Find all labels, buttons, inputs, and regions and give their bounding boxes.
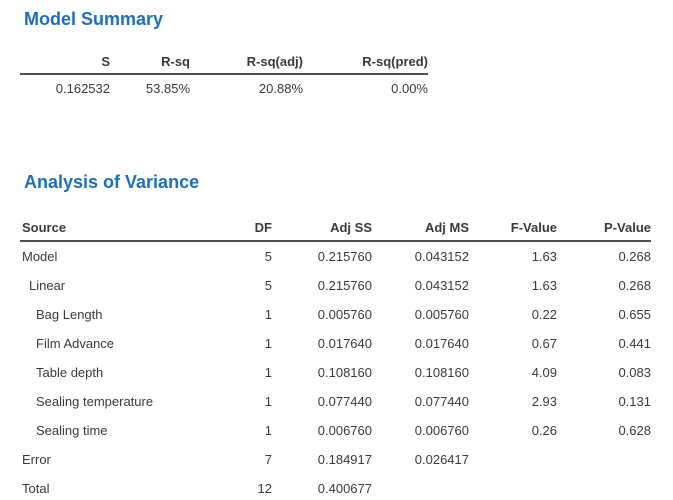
adj-ss-cell: 0.215760 <box>317 249 372 264</box>
adj-ms-cell: 0.043152 <box>414 249 469 264</box>
anova-col-adj-ss: Adj SS <box>272 214 372 242</box>
adj-ss-cell: 0.108160 <box>317 365 372 380</box>
df-cell: 1 <box>264 307 272 322</box>
df-cell: 5 <box>264 278 272 293</box>
model-summary-table: S R-sq R-sq(adj) R-sq(pred) 0.162532 53.… <box>20 50 428 102</box>
anova-col-adj-ms: Adj MS <box>372 214 469 242</box>
ms-value-rsq-pred: 0.00% <box>391 81 428 96</box>
anova-col-p-value: P-Value <box>557 214 651 242</box>
source-cell: Bag Length <box>36 307 103 322</box>
model-summary-title: Model Summary <box>24 9 164 29</box>
model-summary-header-row: S R-sq R-sq(adj) R-sq(pred) <box>20 50 428 75</box>
source-cell: Model <box>22 249 58 264</box>
p-cell: 0.268 <box>618 249 651 264</box>
p-cell <box>557 474 651 500</box>
df-cell: 1 <box>264 336 272 351</box>
anova-table: Source DF Adj SS Adj MS F-Value P-Value … <box>20 214 651 500</box>
anova-row-sealing-temperature: Sealing temperature 1 0.077440 0.077440 … <box>20 387 651 416</box>
adj-ms-cell: 0.108160 <box>414 365 469 380</box>
ms-col-rsq-adj: R-sq(adj) <box>190 50 303 75</box>
adj-ss-cell: 0.215760 <box>317 278 372 293</box>
anova-row-bag-length: Bag Length 1 0.005760 0.005760 0.22 0.65… <box>20 300 651 329</box>
adj-ms-cell: 0.006760 <box>414 423 469 438</box>
anova-row-table-depth: Table depth 1 0.108160 0.108160 4.09 0.0… <box>20 358 651 387</box>
f-cell: 0.67 <box>531 336 557 351</box>
source-cell: Table depth <box>36 365 104 380</box>
anova-col-source: Source <box>20 214 250 242</box>
anova-header-row: Source DF Adj SS Adj MS F-Value P-Value <box>20 214 651 242</box>
f-cell: 1.63 <box>531 249 557 264</box>
ms-col-rsq-pred: R-sq(pred) <box>303 50 428 75</box>
anova-row-error: Error 7 0.184917 0.026417 <box>20 445 651 474</box>
adj-ms-cell: 0.077440 <box>414 394 469 409</box>
ms-value-rsq: 53.85% <box>145 81 190 96</box>
adj-ms-cell: 0.005760 <box>414 307 469 322</box>
source-cell: Linear <box>29 278 66 293</box>
df-cell: 5 <box>264 249 272 264</box>
adj-ms-cell: 0.017640 <box>414 336 469 351</box>
anova-row-total: Total 12 0.400677 <box>20 474 651 500</box>
source-cell: Sealing time <box>36 423 108 438</box>
model-summary-values-row: 0.162532 53.85% 20.88% 0.00% <box>20 74 428 102</box>
source-cell: Error <box>22 452 51 467</box>
f-cell <box>469 445 557 474</box>
ms-col-s: S <box>20 50 110 75</box>
source-cell: Total <box>22 481 50 496</box>
adj-ss-cell: 0.006760 <box>317 423 372 438</box>
adj-ss-cell: 0.400677 <box>317 481 372 496</box>
anova-title: Analysis of Variance <box>24 172 200 192</box>
df-cell: 12 <box>257 481 272 496</box>
adj-ss-cell: 0.017640 <box>317 336 372 351</box>
f-cell <box>469 474 557 500</box>
source-cell: Film Advance <box>36 336 115 351</box>
df-cell: 7 <box>264 452 272 467</box>
anova-col-df: DF <box>250 214 272 242</box>
adj-ss-cell: 0.077440 <box>317 394 372 409</box>
df-cell: 1 <box>264 394 272 409</box>
p-cell <box>557 445 651 474</box>
ms-col-rsq: R-sq <box>110 50 190 75</box>
f-cell: 4.09 <box>531 365 557 380</box>
adj-ss-cell: 0.184917 <box>317 452 372 467</box>
f-cell: 0.26 <box>531 423 557 438</box>
f-cell: 0.22 <box>531 307 557 322</box>
adj-ss-cell: 0.005760 <box>317 307 372 322</box>
f-cell: 2.93 <box>531 394 557 409</box>
p-cell: 0.441 <box>618 336 651 351</box>
anova-row-model: Model 5 0.215760 0.043152 1.63 0.268 <box>20 241 651 271</box>
anova-col-f-value: F-Value <box>469 214 557 242</box>
p-cell: 0.655 <box>618 307 651 322</box>
p-cell: 0.083 <box>618 365 651 380</box>
source-cell: Sealing temperature <box>36 394 154 409</box>
df-cell: 1 <box>264 423 272 438</box>
p-cell: 0.131 <box>618 394 651 409</box>
df-cell: 1 <box>264 365 272 380</box>
anova-row-linear: Linear 5 0.215760 0.043152 1.63 0.268 <box>20 271 651 300</box>
ms-value-rsq-adj: 20.88% <box>258 81 303 96</box>
p-cell: 0.628 <box>618 423 651 438</box>
anova-row-sealing-time: Sealing time 1 0.006760 0.006760 0.26 0.… <box>20 416 651 445</box>
adj-ms-cell: 0.043152 <box>414 278 469 293</box>
ms-value-s: 0.162532 <box>55 81 110 96</box>
anova-row-film-advance: Film Advance 1 0.017640 0.017640 0.67 0.… <box>20 329 651 358</box>
p-cell: 0.268 <box>618 278 651 293</box>
adj-ms-cell: 0.026417 <box>414 452 469 467</box>
adj-ms-cell <box>372 474 469 500</box>
f-cell: 1.63 <box>531 278 557 293</box>
